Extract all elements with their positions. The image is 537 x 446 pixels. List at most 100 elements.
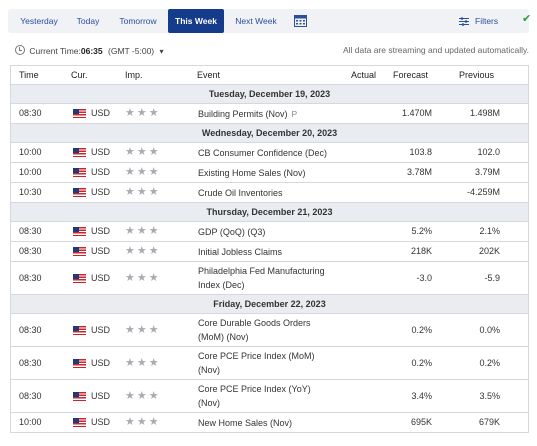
period-tab-bar: Yesterday Today Tomorrow This Week Next … <box>8 9 532 33</box>
importance-stars-icon: ★★★ <box>125 225 161 237</box>
event-previous: 679K <box>478 417 500 427</box>
event-time: 10:00 <box>19 147 42 157</box>
event-forecast: 103.8 <box>409 147 432 157</box>
filters-button[interactable]: Filters <box>459 9 498 33</box>
current-time-value: 06:35 <box>80 46 103 56</box>
event-name-line: Core Durable Goods Orders <box>198 318 311 328</box>
event-time: 08:30 <box>19 246 42 256</box>
sliders-icon <box>459 17 469 27</box>
event-currency: USD <box>91 167 111 177</box>
event-previous: 3.5% <box>479 391 500 401</box>
us-flag-icon <box>73 274 86 283</box>
table-row[interactable]: 08:30 USD ★★★ Initial Jobless Claims 218K 202… <box>11 242 528 262</box>
event-previous: 0.2% <box>479 358 500 368</box>
importance-stars-icon: ★★★ <box>125 390 161 402</box>
event-forecast: 218K <box>410 246 432 256</box>
importance-stars-icon: ★★★ <box>125 324 161 336</box>
table-row[interactable]: 10:00 USD ★★★ CB Consumer Confidence (Dec) 1… <box>11 143 528 163</box>
event-name-line-2: (MoM) (Nov) <box>198 332 249 342</box>
tab-yesterday[interactable]: Yesterday <box>20 16 58 26</box>
event-currency: USD <box>91 358 111 368</box>
event-forecast: 5.2% <box>411 226 432 236</box>
day-header: Wednesday, December 20, 2023 <box>11 124 528 143</box>
importance-stars-icon: ★★★ <box>125 245 161 257</box>
event-forecast: 695K <box>410 417 432 427</box>
event-previous: -5.9 <box>484 273 500 283</box>
tab-this-week[interactable]: This Week <box>168 9 224 33</box>
event-name-line: Philadelphia Fed Manufacturing <box>198 266 325 276</box>
event-name-line: New Home Sales (Nov) <box>198 418 293 428</box>
importance-stars-icon: ★★★ <box>125 357 161 369</box>
event-name[interactable]: Existing Home Sales (Nov) <box>198 166 306 180</box>
tab-next-week[interactable]: Next Week <box>235 16 277 26</box>
col-event: Event <box>197 70 221 80</box>
event-name[interactable]: Philadelphia Fed Manufacturing Index (Dec… <box>198 264 325 292</box>
event-name[interactable]: Core PCE Price Index (YoY) (Nov) <box>198 382 311 410</box>
us-flag-icon <box>73 418 86 427</box>
event-time: 08:30 <box>19 358 42 368</box>
table-row[interactable]: 10:00 USD ★★★ New Home Sales (Nov) 695K 679K <box>11 413 528 433</box>
event-name[interactable]: Core PCE Price Index (MoM) (Nov) <box>198 349 315 377</box>
event-currency: USD <box>91 187 111 197</box>
event-name-line: Initial Jobless Claims <box>198 247 283 257</box>
importance-stars-icon: ★★★ <box>125 146 161 158</box>
event-time: 10:00 <box>19 417 42 427</box>
us-flag-icon <box>73 227 86 236</box>
event-name-line-2: (Nov) <box>198 365 220 375</box>
event-name-line-2: Index (Dec) <box>198 280 245 290</box>
event-name[interactable]: GDP (QoQ) (Q3) <box>198 225 265 239</box>
event-name[interactable]: New Home Sales (Nov) <box>198 416 292 430</box>
event-name[interactable]: Initial Jobless Claims <box>198 245 282 259</box>
table-row[interactable]: 10:30 USD ★★★ Crude Oil Inventories -4.259M <box>11 183 528 203</box>
event-currency: USD <box>91 417 111 427</box>
table-row[interactable]: 08:30 USD ★★★ Core PCE Price Index (YoY) (No… <box>11 380 528 413</box>
event-name-line: Building Permits (Nov) <box>198 109 288 119</box>
event-name[interactable]: CB Consumer Confidence (Dec) <box>198 146 327 160</box>
importance-stars-icon: ★★★ <box>125 272 161 284</box>
event-currency: USD <box>91 391 111 401</box>
us-flag-icon <box>73 326 86 335</box>
event-forecast: -3.0 <box>416 273 432 283</box>
col-importance: Imp. <box>125 70 143 80</box>
table-row[interactable]: 10:00 USD ★★★ Existing Home Sales (Nov) 3.78… <box>11 163 528 183</box>
checkmark-icon: ✔ <box>522 13 532 25</box>
event-currency: USD <box>91 108 111 118</box>
table-row[interactable]: 08:30 USD ★★★ GDP (QoQ) (Q3) 5.2% 2.1% <box>11 222 528 242</box>
table-row[interactable]: 08:30 USD ★★★ Core PCE Price Index (MoM) (No… <box>11 347 528 380</box>
event-time: 08:30 <box>19 273 42 283</box>
col-time: Time <box>19 70 39 80</box>
event-name[interactable]: Crude Oil Inventories <box>198 186 283 200</box>
table-row[interactable]: 08:30 USD ★★★ Building Permits (Nov) P 1.470M… <box>11 104 528 124</box>
event-name-line: Existing Home Sales (Nov) <box>198 168 306 178</box>
economic-calendar-table: Time Cur. Imp. Event Actual Forecast Pre… <box>10 65 529 433</box>
calendar-icon[interactable] <box>294 14 307 27</box>
event-currency: USD <box>91 226 111 236</box>
us-flag-icon <box>73 168 86 177</box>
us-flag-icon <box>73 109 86 118</box>
tab-tomorrow[interactable]: Tomorrow <box>119 16 157 26</box>
event-previous: 0.0% <box>479 325 500 335</box>
importance-stars-icon: ★★★ <box>125 166 161 178</box>
event-currency: USD <box>91 147 111 157</box>
event-currency: USD <box>91 325 111 335</box>
chevron-down-icon[interactable]: ▾ <box>159 47 164 56</box>
event-time: 08:30 <box>19 325 42 335</box>
event-time: 08:30 <box>19 108 42 118</box>
table-row[interactable]: 08:30 USD ★★★ Philadelphia Fed Manufacturin… <box>11 262 528 295</box>
event-name-line: CB Consumer Confidence (Dec) <box>198 148 328 158</box>
event-name-line: Core PCE Price Index (YoY) <box>198 384 311 394</box>
us-flag-icon <box>73 247 86 256</box>
event-forecast: 0.2% <box>411 358 432 368</box>
table-row[interactable]: 08:30 USD ★★★ Core Durable Goods Orders (MoM… <box>11 314 528 347</box>
event-name[interactable]: Core Durable Goods Orders (MoM) (Nov) <box>198 316 311 344</box>
event-time: 10:30 <box>19 187 42 197</box>
event-forecast: 1.470M <box>401 108 432 118</box>
event-name-line: Core PCE Price Index (MoM) <box>198 351 315 361</box>
col-forecast: Forecast <box>393 70 429 80</box>
current-time-label: Current Time: <box>29 46 81 56</box>
col-actual: Actual <box>351 70 377 80</box>
event-name[interactable]: Building Permits (Nov) P <box>198 107 297 121</box>
current-time-selector[interactable]: Current Time:06:35 (GMT -5:00) ▾ <box>15 45 164 56</box>
day-header: Tuesday, December 19, 2023 <box>11 85 528 104</box>
tab-today[interactable]: Today <box>76 16 100 26</box>
